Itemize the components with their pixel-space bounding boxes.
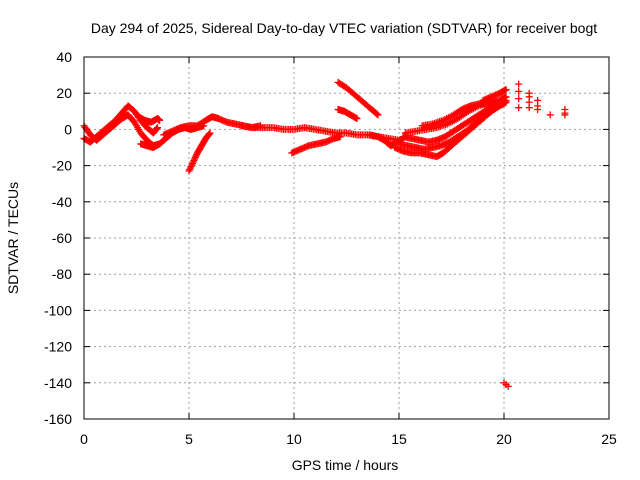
data-point bbox=[525, 104, 533, 112]
data-point bbox=[189, 158, 197, 166]
data-point bbox=[189, 159, 196, 167]
grid bbox=[84, 57, 609, 419]
data-point bbox=[156, 116, 164, 124]
y-tick-label: 0 bbox=[64, 121, 72, 137]
series-arc-k bbox=[366, 131, 407, 150]
data-point bbox=[153, 124, 161, 132]
y-tick-label: -60 bbox=[52, 230, 72, 246]
data-point bbox=[336, 133, 344, 141]
y-tick-label: 20 bbox=[56, 85, 72, 101]
plot-frame bbox=[83, 56, 610, 420]
data-point bbox=[190, 156, 198, 164]
data-point bbox=[186, 166, 194, 174]
data-point bbox=[205, 130, 213, 138]
data-point bbox=[515, 87, 523, 95]
data-point bbox=[192, 152, 200, 160]
data-point bbox=[373, 110, 381, 118]
x-tick-label: 0 bbox=[80, 431, 88, 447]
series-isolated bbox=[515, 80, 569, 119]
y-axis-label: SDTVAR / TECUs bbox=[5, 182, 21, 294]
data-point bbox=[515, 104, 523, 112]
data-point bbox=[186, 164, 194, 172]
y-tick-label: -40 bbox=[52, 194, 72, 210]
series-arc-h bbox=[288, 133, 344, 157]
data-point bbox=[515, 95, 523, 103]
y-tick-label: -120 bbox=[44, 339, 72, 355]
data-point bbox=[188, 161, 196, 169]
data-point bbox=[185, 167, 193, 175]
data-point bbox=[500, 98, 508, 106]
y-tick-label: -100 bbox=[44, 302, 72, 318]
series-arc-q bbox=[479, 86, 510, 104]
data-point bbox=[154, 124, 161, 132]
series-arc-c bbox=[135, 113, 164, 126]
y-tick-label: 40 bbox=[56, 49, 72, 65]
data-point bbox=[504, 382, 512, 390]
chart-title: Day 294 of 2025, Sidereal Day-to-day VTE… bbox=[91, 20, 597, 36]
data-point bbox=[546, 111, 554, 119]
series-arc-f bbox=[185, 129, 214, 175]
data-point bbox=[191, 155, 199, 163]
data-point bbox=[502, 86, 510, 94]
data-point bbox=[187, 163, 195, 171]
y-tick-label: -80 bbox=[52, 266, 72, 282]
x-tick-label: 20 bbox=[496, 431, 512, 447]
data-points bbox=[80, 78, 569, 390]
y-tick-label: -20 bbox=[52, 158, 72, 174]
series-outlier bbox=[500, 379, 512, 390]
data-point bbox=[561, 111, 569, 119]
data-point bbox=[206, 129, 214, 137]
data-point bbox=[515, 80, 523, 88]
series-arc-p bbox=[418, 98, 508, 130]
data-point bbox=[353, 115, 361, 123]
y-axis-ticks: 40 20 0 -20 -40 -60 -80 -100 -120 -140 -160 bbox=[44, 49, 609, 427]
x-tick-label: 25 bbox=[601, 431, 617, 447]
data-point bbox=[191, 153, 199, 161]
x-tick-label: 10 bbox=[286, 431, 302, 447]
data-point bbox=[374, 111, 382, 119]
data-point bbox=[534, 105, 542, 113]
y-tick-label: -160 bbox=[44, 411, 72, 427]
series-arc-i bbox=[334, 78, 382, 119]
x-tick-label: 5 bbox=[185, 431, 193, 447]
series-arc-j bbox=[334, 105, 361, 123]
y-tick-label: -140 bbox=[44, 375, 72, 391]
data-point bbox=[502, 93, 510, 101]
x-axis-label: GPS time / hours bbox=[292, 457, 399, 473]
x-tick-label: 15 bbox=[391, 431, 407, 447]
